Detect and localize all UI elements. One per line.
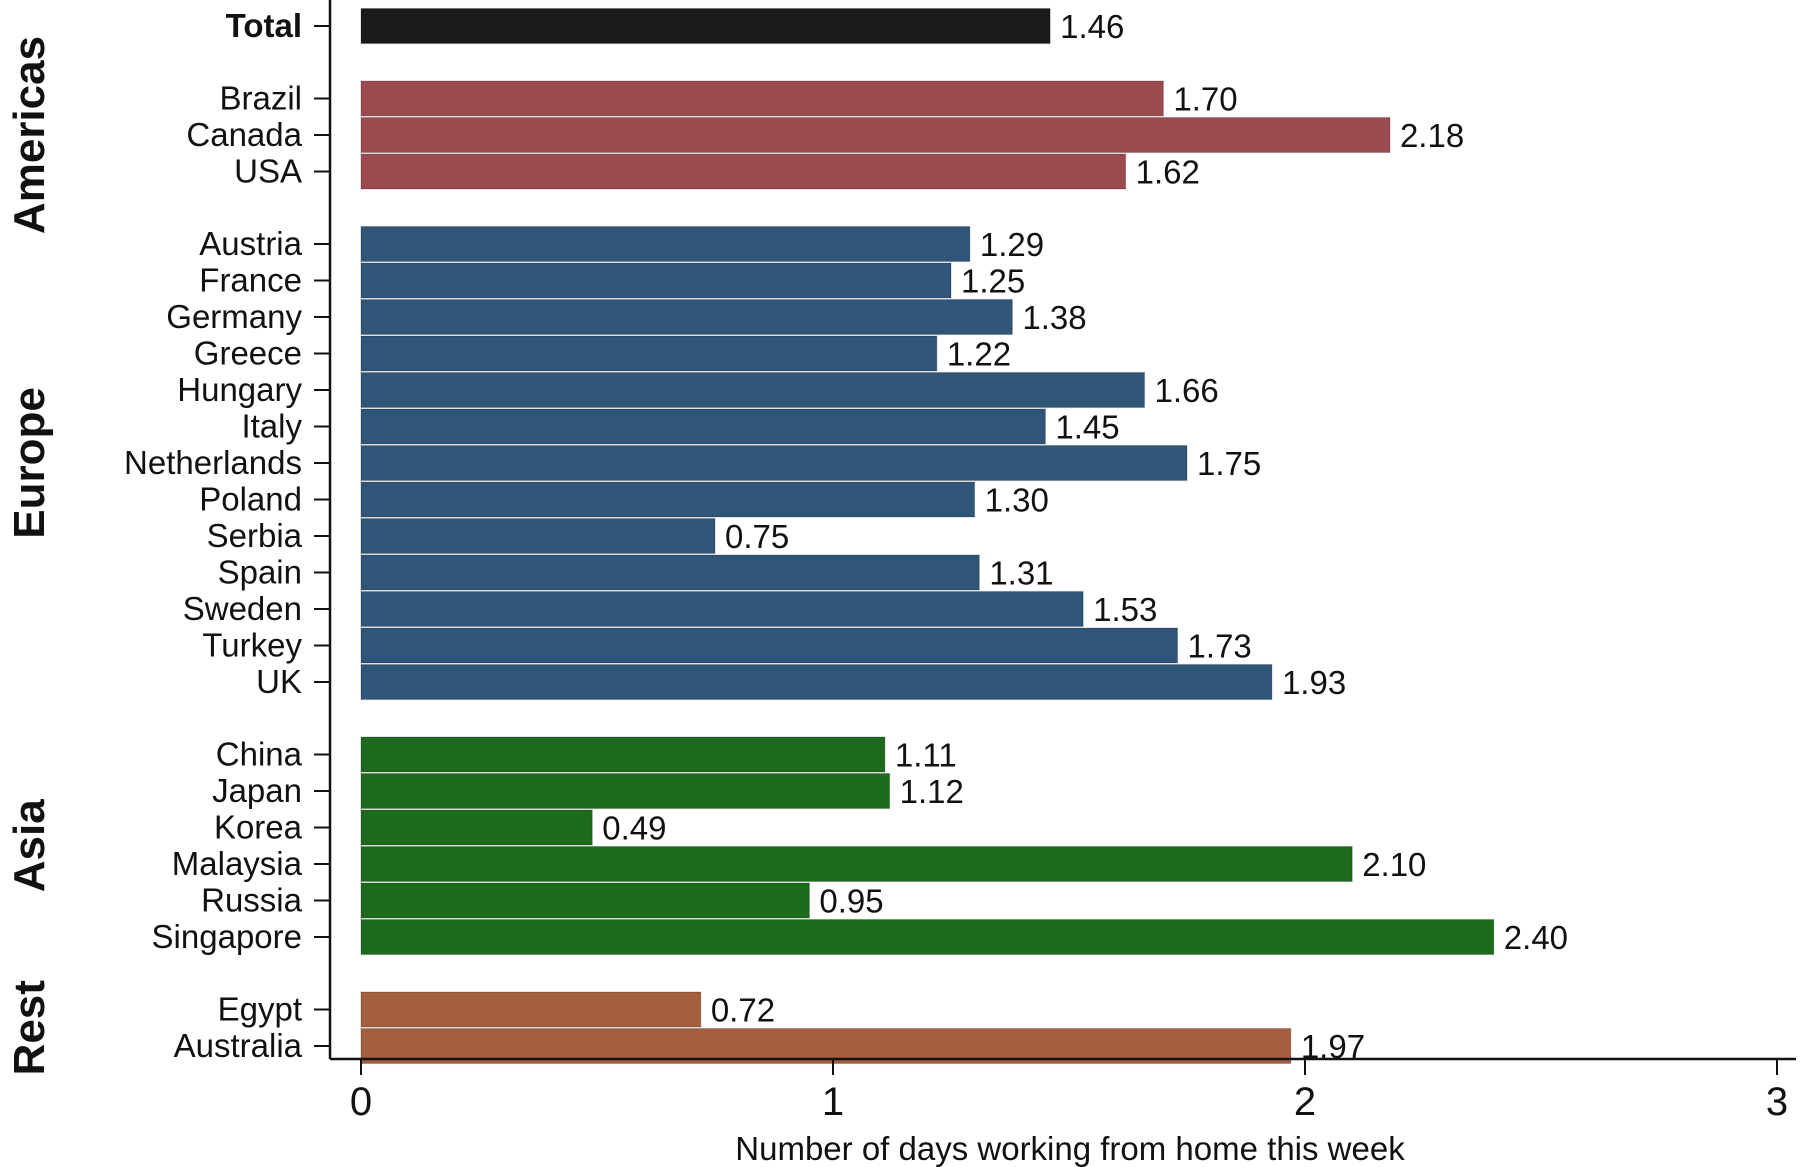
category-label-korea: Korea <box>214 809 303 846</box>
value-label-usa: 1.62 <box>1136 154 1200 191</box>
bar-total <box>360 7 1051 45</box>
bar-hungary <box>360 371 1146 409</box>
bar-russia <box>360 882 810 919</box>
group-label-europe: Europe <box>5 387 54 539</box>
category-label-uk: UK <box>256 663 302 700</box>
category-label-germany: Germany <box>166 298 302 335</box>
group-label-rest: Rest <box>5 980 54 1076</box>
category-label-russia: Russia <box>201 882 303 919</box>
bar-spain <box>360 554 980 591</box>
bar-canada <box>360 116 1391 154</box>
category-label-serbia: Serbia <box>207 517 303 554</box>
bar-austria <box>360 225 971 263</box>
category-label-china: China <box>216 736 303 773</box>
value-label-japan: 1.12 <box>900 773 964 810</box>
category-label-canada: Canada <box>186 116 302 153</box>
category-label-sweden: Sweden <box>183 590 302 627</box>
category-label-poland: Poland <box>199 481 302 518</box>
value-label-russia: 0.95 <box>819 883 883 920</box>
value-label-china: 1.11 <box>895 737 957 774</box>
x-tick-label: 0 <box>350 1080 372 1124</box>
bar-poland <box>360 481 976 518</box>
bar-germany <box>360 298 1013 336</box>
bar-brazil <box>360 80 1165 117</box>
bar-sweden <box>360 590 1084 628</box>
category-label-singapore: Singapore <box>152 918 302 955</box>
bar-australia <box>360 1027 1292 1065</box>
category-label-turkey: Turkey <box>202 627 302 664</box>
value-label-korea: 0.49 <box>602 810 666 847</box>
value-label-serbia: 0.75 <box>725 518 789 555</box>
value-label-greece: 1.22 <box>947 336 1011 373</box>
bar-netherlands <box>360 444 1188 482</box>
value-label-spain: 1.31 <box>989 555 1053 592</box>
value-label-singapore: 2.40 <box>1504 919 1568 956</box>
value-label-hungary: 1.66 <box>1155 372 1219 409</box>
value-label-uk: 1.93 <box>1282 664 1346 701</box>
bar-malaysia <box>360 845 1353 883</box>
value-label-poland: 1.30 <box>985 482 1049 519</box>
x-axis-ticks: 0 1 2 3 <box>350 1059 1788 1124</box>
value-label-canada: 2.18 <box>1400 117 1464 154</box>
x-tick-label: 1 <box>822 1080 844 1124</box>
x-tick-label: 2 <box>1294 1080 1316 1124</box>
group-label-americas: Americas <box>5 36 54 234</box>
value-label-netherlands: 1.75 <box>1197 445 1261 482</box>
value-label-turkey: 1.73 <box>1188 628 1252 665</box>
labels-layer: Total 1.46 Brazil 1.70 Canada 2.18 USA 1.62 Amer… <box>5 7 1568 1075</box>
bar-greece <box>360 335 938 372</box>
value-label-sweden: 1.53 <box>1093 591 1157 628</box>
bar-italy <box>360 408 1047 445</box>
bar-serbia <box>360 517 716 555</box>
category-label-italy: Italy <box>241 408 302 445</box>
category-label-australia: Australia <box>174 1027 303 1064</box>
category-label-netherlands: Netherlands <box>124 444 302 481</box>
category-label-france: France <box>199 262 302 299</box>
bar-turkey <box>360 627 1179 664</box>
value-label-austria: 1.29 <box>980 226 1044 263</box>
value-label-brazil: 1.70 <box>1173 81 1237 118</box>
value-label-total: 1.46 <box>1060 8 1124 45</box>
bar-egypt <box>360 991 702 1028</box>
bar-usa <box>360 153 1127 190</box>
x-axis-title: Number of days working from home this we… <box>735 1130 1405 1167</box>
bar-singapore <box>360 918 1495 956</box>
category-label-total: Total <box>226 7 302 44</box>
category-label-egypt: Egypt <box>218 991 302 1028</box>
category-label-austria: Austria <box>199 225 302 262</box>
value-label-germany: 1.38 <box>1022 299 1086 336</box>
value-label-malaysia: 2.10 <box>1362 846 1426 883</box>
bar-uk <box>360 663 1273 701</box>
category-label-brazil: Brazil <box>219 80 302 117</box>
category-label-hungary: Hungary <box>177 371 302 408</box>
x-tick-label: 3 <box>1766 1080 1788 1124</box>
category-label-greece: Greece <box>194 335 302 372</box>
category-label-usa: USA <box>234 153 302 190</box>
bar-france <box>360 262 952 299</box>
category-label-spain: Spain <box>218 554 302 591</box>
group-label-asia: Asia <box>5 799 54 892</box>
value-label-egypt: 0.72 <box>711 992 775 1029</box>
category-label-malaysia: Malaysia <box>172 845 303 882</box>
bar-korea <box>360 809 593 846</box>
value-label-italy: 1.45 <box>1055 409 1119 446</box>
category-label-japan: Japan <box>212 772 302 809</box>
bar-japan <box>360 772 891 810</box>
bar-china <box>360 736 886 773</box>
bars-layer <box>360 7 1495 1065</box>
value-label-france: 1.25 <box>961 263 1025 300</box>
